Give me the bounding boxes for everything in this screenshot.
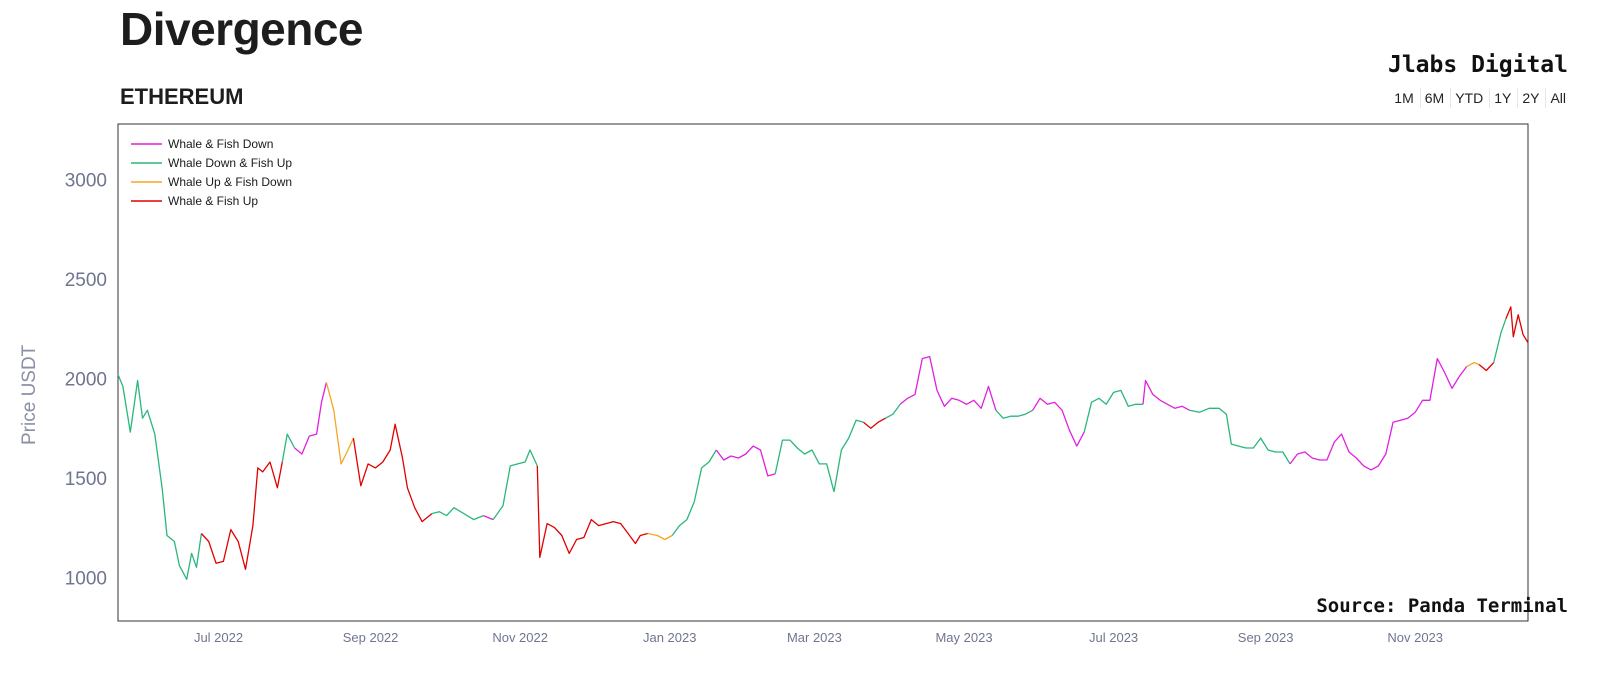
legend-label: Whale Up & Fish Down — [168, 175, 292, 189]
x-tick-label: Nov 2022 — [492, 630, 548, 645]
series-line — [294, 382, 328, 455]
range-1y-button[interactable]: 1Y — [1489, 88, 1516, 108]
series-line — [352, 423, 433, 523]
x-tick-label: Jul 2022 — [194, 630, 243, 645]
x-tick-label: May 2023 — [935, 630, 992, 645]
series-line — [671, 449, 717, 536]
y-tick-label: 3000 — [65, 171, 107, 192]
legend: Whale & Fish Down Whale Down & Fish Up Wha… — [131, 137, 292, 208]
price-series — [117, 306, 1529, 580]
series-line — [833, 419, 864, 492]
series-line — [431, 507, 484, 521]
series-line — [1032, 397, 1085, 447]
series-line — [1189, 407, 1291, 465]
series-line — [885, 403, 901, 419]
x-tick-label: Sep 2022 — [343, 630, 399, 645]
range-selector: 1M 6M YTD 1Y 2Y All — [1390, 88, 1570, 108]
series-line — [200, 461, 283, 570]
range-1m-button[interactable]: 1M — [1390, 88, 1418, 108]
range-ytd-button[interactable]: YTD — [1450, 88, 1488, 108]
y-tick-label: 1500 — [65, 469, 107, 490]
series-line — [1289, 357, 1468, 471]
series-line — [281, 433, 296, 463]
legend-label: Whale & Fish Up — [168, 194, 258, 208]
x-tick-label: Nov 2023 — [1387, 630, 1443, 645]
legend-label: Whale & Fish Down — [168, 137, 273, 151]
series-line — [715, 445, 776, 477]
range-2y-button[interactable]: 2Y — [1517, 88, 1544, 108]
plot-area — [117, 123, 1529, 622]
series-line — [995, 409, 1034, 419]
series-line — [647, 532, 673, 541]
series-line — [1493, 318, 1507, 363]
range-all-button[interactable]: All — [1545, 88, 1570, 108]
series-line — [492, 449, 538, 520]
brand-label: Jlabs Digital — [1387, 52, 1568, 78]
series-line — [325, 382, 354, 465]
x-axis: Jul 2022 Sep 2022 Nov 2022 Jan 2023 Mar 2023… — [194, 630, 1443, 645]
series-line — [1083, 389, 1143, 433]
y-tick-label: 2500 — [65, 270, 107, 291]
series-line — [1505, 306, 1529, 344]
series-line — [1466, 361, 1480, 368]
asset-subtitle: ETHEREUM — [120, 84, 244, 109]
y-axis: 1000 1500 2000 2500 3000 — [65, 171, 107, 590]
range-6m-button[interactable]: 6M — [1419, 88, 1449, 108]
y-tick-label: 2000 — [65, 369, 107, 390]
x-tick-label: Mar 2023 — [787, 630, 842, 645]
series-line — [1142, 379, 1190, 411]
x-tick-label: Sep 2023 — [1238, 630, 1294, 645]
source-label: Source: Panda Terminal — [1316, 595, 1568, 617]
legend-label: Whale Down & Fish Up — [168, 156, 292, 170]
series-line — [536, 465, 648, 559]
x-tick-label: Jul 2023 — [1089, 630, 1138, 645]
series-line — [899, 355, 997, 411]
series-line — [774, 439, 835, 492]
series-line — [117, 374, 203, 580]
series-line — [483, 514, 494, 521]
series-line — [863, 417, 886, 429]
y-tick-label: 1000 — [65, 568, 107, 589]
series-line — [1478, 362, 1495, 372]
x-tick-label: Jan 2023 — [643, 630, 697, 645]
page-title: Divergence — [120, 3, 364, 55]
